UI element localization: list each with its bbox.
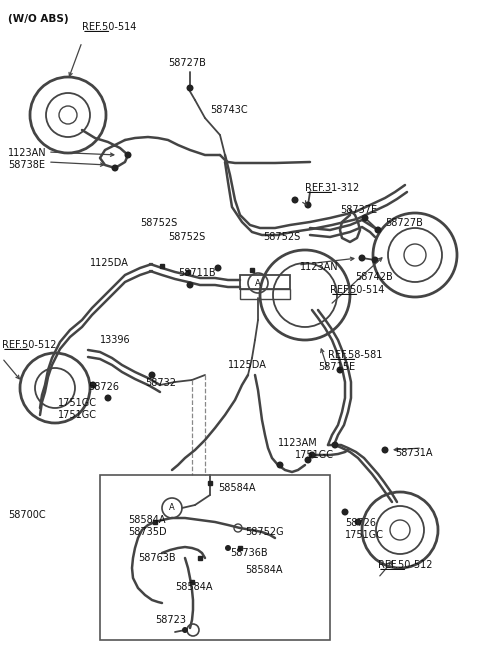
Circle shape <box>336 367 344 373</box>
Text: 58735D: 58735D <box>128 527 167 537</box>
Circle shape <box>304 457 312 464</box>
Text: 58700C: 58700C <box>8 510 46 520</box>
Text: REF.50-512: REF.50-512 <box>378 560 432 570</box>
Bar <box>190 580 194 584</box>
Text: 58752G: 58752G <box>245 527 284 537</box>
Circle shape <box>276 462 284 468</box>
Circle shape <box>182 627 188 633</box>
Text: 58752S: 58752S <box>168 232 205 242</box>
Bar <box>153 520 157 524</box>
Text: 58584A: 58584A <box>175 582 213 592</box>
Circle shape <box>355 519 361 525</box>
Text: 58732: 58732 <box>145 378 176 388</box>
Text: REF.50-514: REF.50-514 <box>82 22 136 32</box>
Bar <box>186 270 190 274</box>
Circle shape <box>148 371 156 379</box>
Circle shape <box>89 381 96 388</box>
Text: 1123AN: 1123AN <box>300 262 338 272</box>
Text: 1751GC: 1751GC <box>58 410 97 420</box>
Circle shape <box>359 255 365 261</box>
Text: 1125DA: 1125DA <box>228 360 267 370</box>
Text: 1123AN: 1123AN <box>8 148 47 158</box>
Circle shape <box>374 227 382 233</box>
Text: 1123AM: 1123AM <box>278 438 318 448</box>
Text: A: A <box>169 504 175 512</box>
Circle shape <box>111 164 119 172</box>
Text: 58584A: 58584A <box>128 515 166 525</box>
Circle shape <box>309 451 315 458</box>
Circle shape <box>187 282 193 288</box>
Text: 58727B: 58727B <box>168 58 206 68</box>
Text: 58738E: 58738E <box>8 160 45 170</box>
Text: 58737E: 58737E <box>340 205 377 215</box>
Text: 58726: 58726 <box>88 382 119 392</box>
Circle shape <box>225 545 231 551</box>
Text: 58742B: 58742B <box>355 272 393 282</box>
Text: 58763B: 58763B <box>138 553 176 563</box>
Text: 58584A: 58584A <box>245 565 283 575</box>
Text: 58727B: 58727B <box>385 218 423 228</box>
Bar <box>208 481 212 485</box>
Text: A: A <box>255 278 261 288</box>
Text: 1751GC: 1751GC <box>295 450 334 460</box>
Text: 58736B: 58736B <box>230 548 268 558</box>
Text: 58731A: 58731A <box>395 448 432 458</box>
Text: 58723: 58723 <box>155 615 186 625</box>
Circle shape <box>215 265 221 272</box>
Circle shape <box>124 151 132 159</box>
Bar <box>240 275 290 289</box>
Text: 58584A: 58584A <box>218 483 255 493</box>
Text: 1125DA: 1125DA <box>90 258 129 268</box>
Text: 1751GC: 1751GC <box>58 398 97 408</box>
Text: 58711B: 58711B <box>178 268 216 278</box>
Text: 58715E: 58715E <box>318 362 355 372</box>
Text: REF.31-312: REF.31-312 <box>305 183 359 193</box>
Text: (W/O ABS): (W/O ABS) <box>8 14 69 24</box>
Bar <box>238 546 242 550</box>
Bar <box>160 264 164 268</box>
Text: REF.58-581: REF.58-581 <box>328 350 383 360</box>
Circle shape <box>304 202 312 208</box>
Text: 58743C: 58743C <box>210 105 248 115</box>
Circle shape <box>382 447 388 453</box>
Circle shape <box>332 441 338 449</box>
Bar <box>240 289 290 299</box>
Text: 1751GC: 1751GC <box>345 530 384 540</box>
Bar <box>100 475 330 640</box>
Circle shape <box>105 394 111 402</box>
Bar <box>250 268 254 272</box>
Text: 58726: 58726 <box>345 518 376 528</box>
Circle shape <box>291 196 299 204</box>
Circle shape <box>187 84 193 92</box>
Text: 13396: 13396 <box>100 335 131 345</box>
Text: REF.50-512: REF.50-512 <box>2 340 57 350</box>
Circle shape <box>341 508 348 515</box>
Text: 58752S: 58752S <box>140 218 177 228</box>
Bar <box>198 556 202 560</box>
Text: 58752S: 58752S <box>263 232 300 242</box>
Circle shape <box>361 214 369 221</box>
Circle shape <box>372 257 379 263</box>
Text: REF.50-514: REF.50-514 <box>330 285 384 295</box>
